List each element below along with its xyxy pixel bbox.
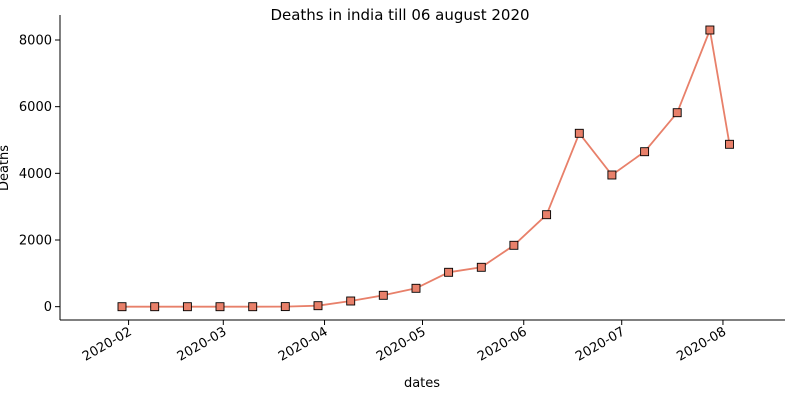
x-tick-label: 2020-03 [175,324,230,364]
x-tick-label: 2020-05 [374,324,429,364]
data-point [574,128,584,138]
data-point [444,267,454,277]
x-tick-label: 2020-02 [80,324,135,364]
data-point [705,25,715,35]
y-tick-label: 4000 [19,167,52,182]
data-point [313,301,323,311]
data-point [346,296,356,306]
y-tick-label: 2000 [19,234,52,249]
data-point [542,210,552,220]
chart-title: Deaths in india till 06 august 2020 [270,6,529,24]
data-point [607,170,617,180]
data-point [725,139,734,149]
data-point [411,283,421,293]
x-tick-label: 2020-06 [475,324,530,364]
x-tick-label: 2020-04 [276,324,331,364]
series-line [122,26,731,308]
y-tick-label: 6000 [19,100,52,115]
data-point [476,262,486,272]
data-point [150,302,160,312]
data-point [378,290,388,300]
y-axis-label: Deaths [0,145,12,191]
y-tick-label: 8000 [19,34,52,49]
data-point [248,302,258,312]
data-point [672,108,682,118]
data-point [182,302,192,312]
x-axis-label: dates [404,376,440,391]
x-tick-label: 2020-08 [674,324,729,364]
data-point [280,302,290,312]
x-tick-label: 2020-07 [573,324,628,364]
y-axis-ticks: 0 2000 4000 6000 8000 [19,34,60,315]
data-point [215,302,225,312]
y-tick-label: 0 [44,300,52,315]
data-point [509,240,519,250]
series-group [117,25,734,312]
data-point [640,147,650,157]
data-point [117,302,127,312]
x-axis-ticks: 2020-02 2020-03 2020-04 2020-05 2020-06 2020-… [80,320,729,365]
